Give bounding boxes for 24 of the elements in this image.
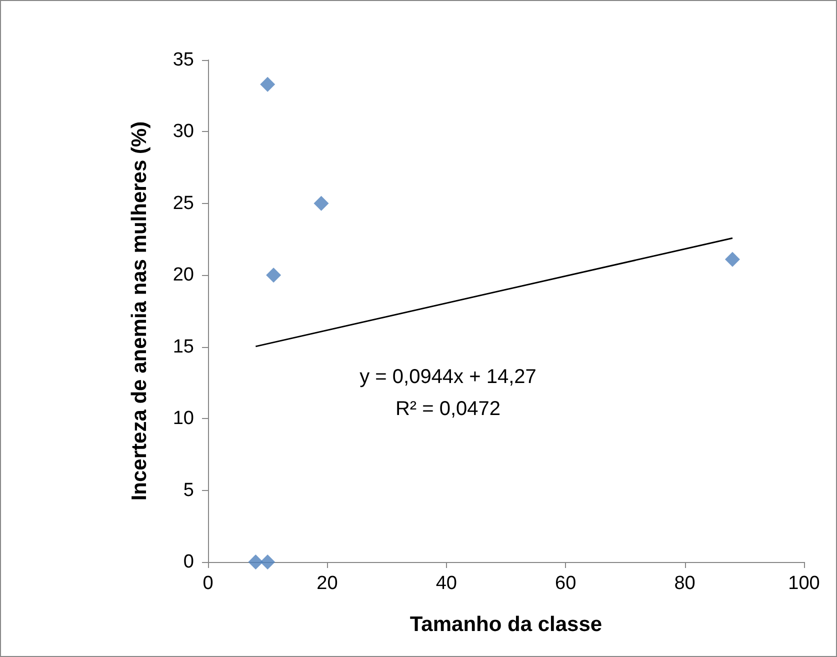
point bbox=[266, 268, 282, 283]
x-tick-label: 40 bbox=[436, 573, 457, 594]
x-tick-label: 80 bbox=[674, 573, 696, 594]
x-tick-label: 60 bbox=[555, 573, 576, 594]
y-tick-label: 10 bbox=[172, 408, 194, 430]
point bbox=[248, 554, 264, 570]
y-tick-label: 35 bbox=[172, 50, 194, 70]
x-axis-title: Tamanho da classe bbox=[410, 613, 602, 636]
y-tick-label: 15 bbox=[172, 336, 194, 358]
point bbox=[260, 76, 276, 92]
y-axis-title: Incerteza de anemia nas mulheres (%) bbox=[128, 121, 151, 501]
annotation: R² = 0,0472 bbox=[395, 398, 501, 420]
y-tick-label: 0 bbox=[183, 552, 194, 572]
y-tick-label: 25 bbox=[172, 192, 194, 214]
point bbox=[724, 252, 740, 267]
x-tick-label: 20 bbox=[316, 573, 338, 594]
y-tick-label: 30 bbox=[172, 121, 194, 142]
annotation: y = 0,0944x + 14,27 bbox=[360, 366, 536, 388]
point bbox=[314, 196, 329, 211]
x-tick-label: 0 bbox=[202, 573, 214, 594]
y-tick-label: 5 bbox=[183, 480, 194, 501]
y-tick-label: 20 bbox=[172, 264, 194, 286]
x-tick-label: 100 bbox=[788, 573, 820, 594]
point bbox=[260, 554, 276, 570]
